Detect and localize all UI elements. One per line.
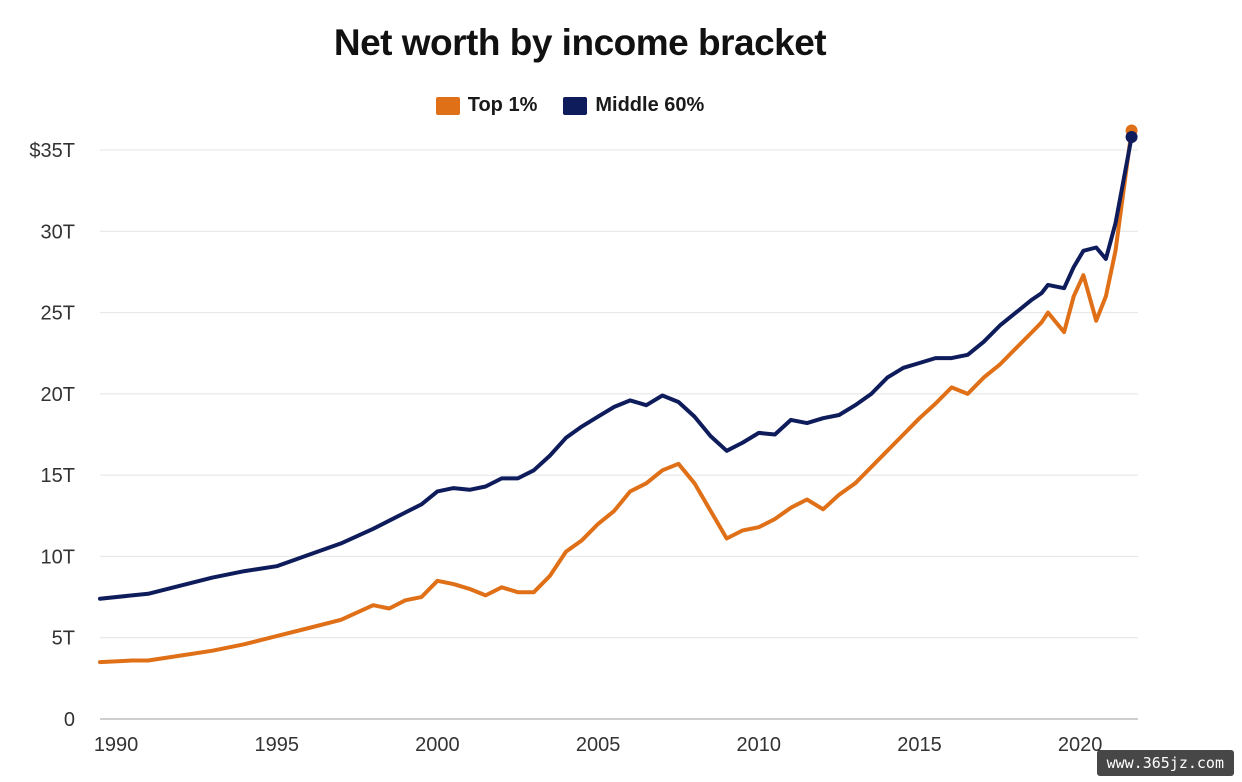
watermark: www.365jz.com <box>1096 750 1234 776</box>
y-tick-label-6: 30T <box>41 221 75 243</box>
x-tick-label-4: 2010 <box>737 734 782 756</box>
y-tick-label-0: 0 <box>64 709 75 731</box>
legend-label-middle-60: Middle 60% <box>595 94 705 116</box>
x-tick-label-0: 1990 <box>94 734 139 756</box>
series-line-middle-60 <box>98 135 1134 601</box>
legend-swatch-middle-60 <box>563 96 588 115</box>
x-tick-label-1: 1995 <box>254 734 299 756</box>
legend-item-top-1: Top 1% <box>435 94 538 117</box>
y-tick-label-7: $35T <box>29 140 75 162</box>
legend: Top 1% Middle 60% <box>0 94 1140 117</box>
y-tick-label-1: 5T <box>52 628 75 650</box>
x-tick-label-2: 2000 <box>415 734 460 756</box>
y-tick-label-3: 15T <box>41 465 75 487</box>
series-line-top-1 <box>98 128 1134 665</box>
y-tick-label-5: 25T <box>41 303 75 325</box>
end-point-middle-60 <box>1125 130 1138 143</box>
x-tick-label-6: 2020 <box>1058 734 1103 756</box>
x-tick-label-5: 2015 <box>897 734 942 756</box>
legend-label-top-1: Top 1% <box>467 94 538 116</box>
chart-title: Net worth by income bracket <box>333 22 827 63</box>
x-tick-label-3: 2005 <box>576 734 621 756</box>
legend-swatch-top-1 <box>435 96 460 115</box>
legend-item-middle-60: Middle 60% <box>563 94 704 117</box>
y-tick-label-4: 20T <box>41 384 75 406</box>
y-tick-label-2: 10T <box>41 546 75 568</box>
